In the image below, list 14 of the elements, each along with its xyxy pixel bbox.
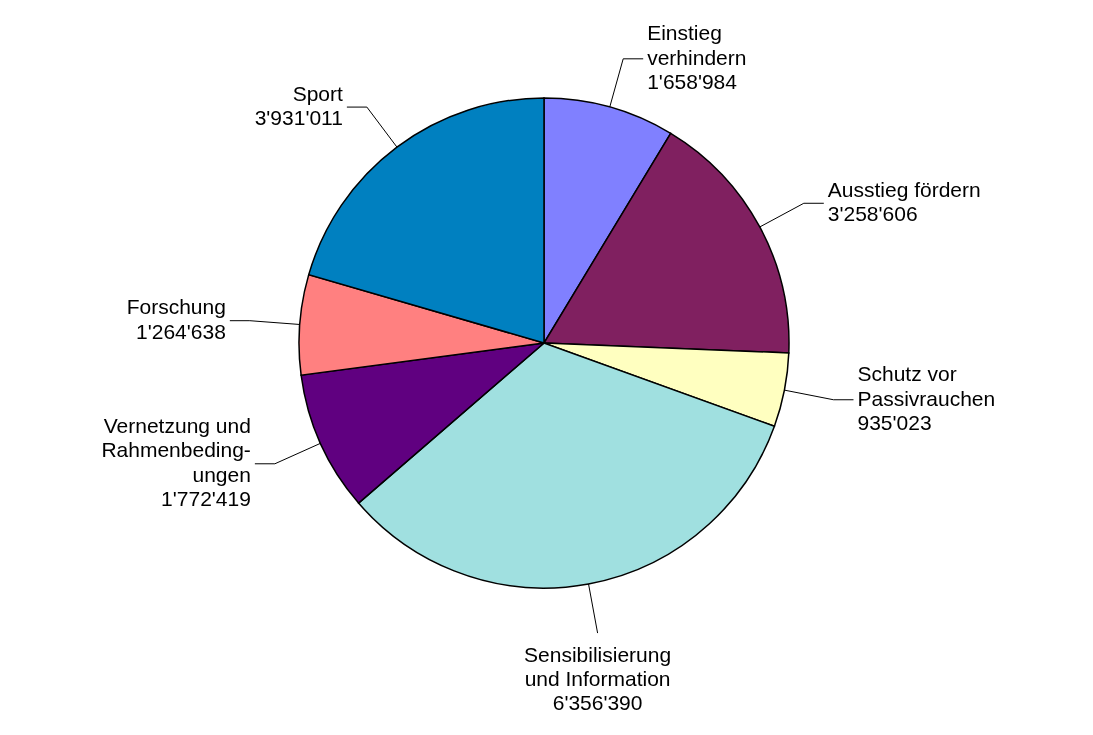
data-label: 935'023 (857, 410, 932, 434)
slice-label: Schutz vor Passivrauchen (857, 362, 996, 410)
data-label: 3'258'606 (827, 202, 918, 226)
slice-label: Sensibilisierung und Information (524, 643, 672, 691)
slice-label: Forschung (126, 295, 226, 319)
data-label: 1'772'419 (161, 486, 251, 510)
slice-label: Einstieg verhindern (647, 21, 747, 69)
slice-label: Ausstieg fördern (827, 177, 981, 201)
data-label: 1'658'984 (647, 69, 738, 93)
slice-label: Sport (292, 81, 344, 105)
data-label: 1'264'638 (136, 319, 226, 343)
data-label: 6'356'390 (552, 691, 643, 715)
slice-label: Vernetzung und Rahmenbeding- ungen (101, 414, 251, 486)
data-label: 3'931'011 (254, 105, 343, 129)
